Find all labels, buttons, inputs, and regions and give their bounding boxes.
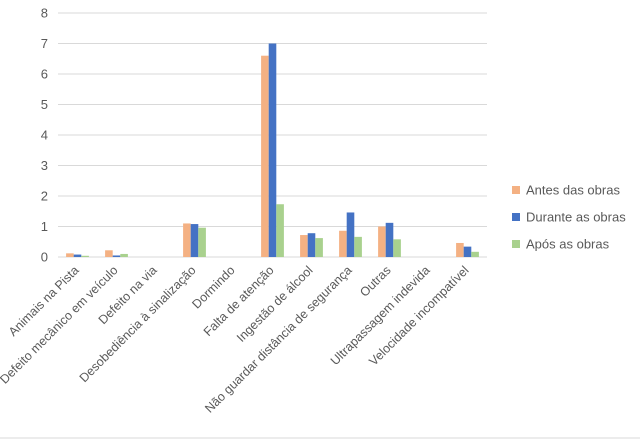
bar-1-9 xyxy=(378,226,386,257)
bar-3-4 xyxy=(198,227,206,257)
bar-2-9 xyxy=(385,222,394,257)
bar-1-2 xyxy=(105,250,113,257)
y-tick-label: 1 xyxy=(41,219,48,234)
bar-1-4 xyxy=(183,223,191,257)
y-tick-label: 7 xyxy=(41,36,48,51)
y-tick-label: 0 xyxy=(41,250,48,265)
bar-2-4 xyxy=(190,224,199,257)
bars xyxy=(66,43,479,258)
bar-2-11 xyxy=(463,246,472,257)
y-tick-label: 3 xyxy=(41,158,48,173)
bar-2-8 xyxy=(346,212,355,257)
x-tick-label: Falta de atenção xyxy=(201,263,277,339)
bar-1-1 xyxy=(66,253,74,257)
legend-label-1: Antes das obras xyxy=(526,183,620,198)
bar-3-2 xyxy=(120,253,128,257)
legend-swatch-3 xyxy=(512,240,520,248)
bar-3-11 xyxy=(471,251,479,257)
bar-2-6 xyxy=(268,43,277,257)
bar-2-7 xyxy=(307,233,316,257)
y-tick-label: 6 xyxy=(41,67,48,82)
bar-1-6 xyxy=(261,55,269,258)
x-tick-label: Animais na Pista xyxy=(6,263,82,339)
bar-2-2 xyxy=(112,255,121,257)
x-tick-label: Não guardar distância de segurança xyxy=(202,263,354,415)
bar-1-11 xyxy=(456,242,464,257)
legend-swatch-1 xyxy=(512,186,520,194)
bar-1-7 xyxy=(300,235,308,257)
legend-swatch-2 xyxy=(512,213,520,221)
legend: Antes das obras Durante as obras Após as o… xyxy=(512,183,626,252)
bar-1-8 xyxy=(339,230,347,257)
bar-3-8 xyxy=(354,236,362,257)
bar-3-1 xyxy=(81,255,89,257)
y-tick-label: 8 xyxy=(41,6,48,21)
y-tick-label: 5 xyxy=(41,97,48,112)
x-tick-label: Outras xyxy=(357,263,393,299)
y-tick-label: 4 xyxy=(41,128,48,143)
bar-2-1 xyxy=(73,254,82,257)
y-tick-label: 2 xyxy=(41,189,48,204)
legend-label-2: Durante as obras xyxy=(526,210,626,225)
legend-label-3: Após as obras xyxy=(526,237,610,252)
bar-3-6 xyxy=(276,204,284,257)
bar-3-9 xyxy=(393,239,401,257)
bar-3-7 xyxy=(315,238,323,257)
